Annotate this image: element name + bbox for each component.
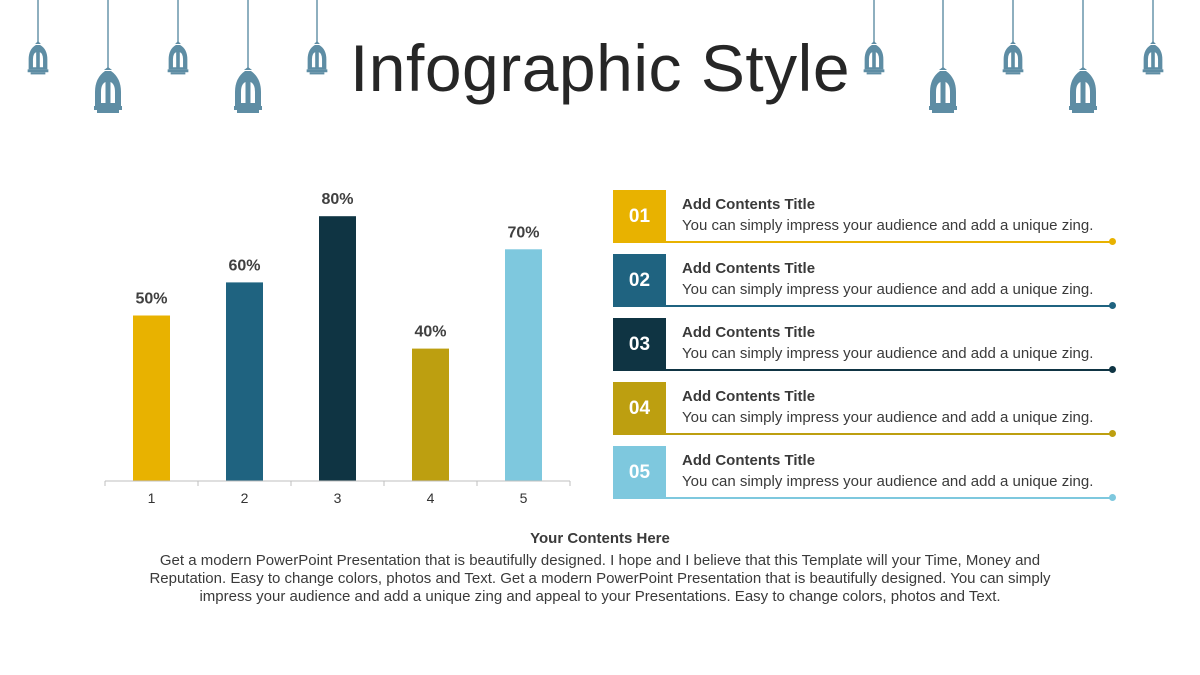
lantern-icon: [306, 0, 328, 75]
item-underline: [666, 305, 1113, 307]
item-dot: [1109, 494, 1116, 501]
item-underline: [666, 433, 1113, 435]
item-text: You can simply impress your audience and…: [682, 473, 1094, 490]
item-title: Add Contents Title: [682, 324, 816, 341]
bar: [412, 348, 449, 481]
bar: [505, 249, 542, 481]
x-tick-label: 5: [520, 490, 528, 506]
footer-text: Get a modern PowerPoint Presentation tha…: [149, 552, 1051, 605]
lantern-icon: [863, 0, 885, 75]
item-number-badge: 05: [613, 446, 666, 499]
lantern-icon: [94, 0, 122, 113]
item-title: Add Contents Title: [682, 196, 816, 213]
list-item-01: 01 Add Contents Title You can simply imp…: [613, 190, 1123, 254]
item-number-badge: 02: [613, 254, 666, 307]
data-label: 40%: [414, 324, 446, 341]
item-text: You can simply impress your audience and…: [682, 217, 1094, 234]
item-number-badge: 01: [613, 190, 666, 243]
data-label: 60%: [228, 257, 260, 274]
item-text: You can simply impress your audience and…: [682, 281, 1094, 298]
item-underline: [666, 241, 1113, 243]
lantern-icon: [929, 0, 957, 113]
item-title: Add Contents Title: [682, 452, 816, 469]
hanging-lanterns-decoration: [27, 0, 1164, 113]
lantern-icon: [1002, 0, 1024, 75]
item-underline: [666, 369, 1113, 371]
data-label: 80%: [321, 191, 353, 208]
list-item-04: 04 Add Contents Title You can simply imp…: [613, 382, 1123, 446]
item-title: Add Contents Title: [682, 260, 816, 277]
bar: [226, 282, 263, 481]
x-tick-label: 3: [334, 490, 342, 506]
lantern-icon: [167, 0, 189, 75]
content-list: 01 Add Contents Title You can simply imp…: [613, 190, 1123, 510]
item-title: Add Contents Title: [682, 388, 816, 405]
item-underline: [666, 497, 1113, 499]
item-dot: [1109, 430, 1116, 437]
item-dot: [1109, 302, 1116, 309]
data-label: 50%: [135, 291, 167, 308]
item-dot: [1109, 366, 1116, 373]
lantern-icon: [1069, 0, 1097, 113]
item-number-badge: 03: [613, 318, 666, 371]
x-tick-label: 4: [427, 490, 435, 506]
slide-title: Infographic Style: [349, 31, 851, 105]
x-tick-label: 2: [241, 490, 249, 506]
item-text: You can simply impress your audience and…: [682, 345, 1094, 362]
lantern-icon: [1142, 0, 1164, 75]
bar-chart: 50% 1 60% 2 80% 3 40% 4 70% 5: [104, 191, 571, 506]
list-item-05: 05 Add Contents Title You can simply imp…: [613, 446, 1123, 510]
bar: [319, 216, 356, 481]
item-text: You can simply impress your audience and…: [682, 409, 1094, 426]
data-label: 70%: [507, 224, 539, 241]
item-dot: [1109, 238, 1116, 245]
item-number-badge: 04: [613, 382, 666, 435]
footer-title: Your Contents Here: [530, 530, 670, 547]
lantern-icon: [27, 0, 49, 75]
list-item-02: 02 Add Contents Title You can simply imp…: [613, 254, 1123, 318]
bar: [133, 315, 170, 481]
lantern-icon: [234, 0, 262, 113]
x-tick-label: 1: [148, 490, 156, 506]
list-item-03: 03 Add Contents Title You can simply imp…: [613, 318, 1123, 382]
